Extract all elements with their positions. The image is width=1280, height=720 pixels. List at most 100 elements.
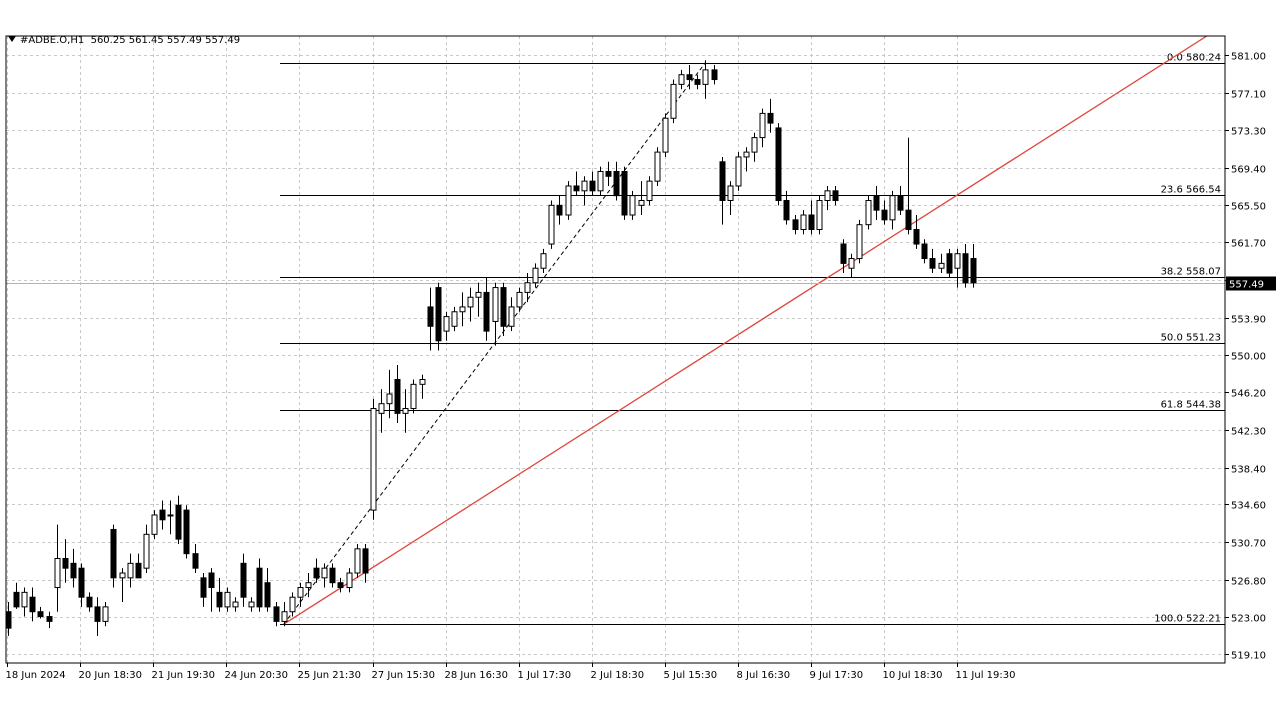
candle [929,248,936,274]
candle [694,74,701,90]
candle [670,79,677,124]
candle [354,543,361,578]
candle [102,602,109,627]
candle [151,510,158,540]
price-axis[interactable]: 581.00 577.10 573.30 569.40 565.50 561.70 557.… [1225,52,1276,662]
candle [840,239,847,274]
candle [727,181,734,216]
x-tick-label: 27 Jun 15:30 [372,670,436,681]
y-tick-label: 523.00 [1231,614,1266,625]
candle [970,244,977,288]
fib-level-label: 23.6 566.54 [1161,185,1221,196]
current-price-tag [1226,276,1276,291]
y-tick-label: 565.50 [1231,202,1266,213]
candle [86,592,93,612]
candle [532,263,539,288]
x-tick-label: 24 Jun 20:30 [225,670,289,681]
candle [848,253,855,278]
candle [200,573,207,607]
y-tick-label: 581.00 [1231,52,1266,63]
x-tick-label: 11 Jul 19:30 [956,670,1016,681]
candle [938,253,945,274]
y-tick-label: 519.10 [1231,651,1266,662]
candle [508,297,515,332]
y-tick-label: 538.40 [1231,465,1266,476]
candle [873,185,880,220]
candle [240,553,247,607]
candle [378,389,385,433]
x-tick-label: 20 Jun 18:30 [79,670,143,681]
candle [500,282,507,336]
candle [548,200,555,249]
candle [597,166,604,196]
candle [135,553,142,579]
candle [70,548,77,588]
candle [273,602,280,627]
y-tick-label: 530.70 [1231,539,1266,550]
candle [289,592,296,617]
candle [313,558,320,583]
ohlc-values: 560.25 561.45 557.49 557.49 [90,35,241,46]
candle [565,181,572,220]
chart-header: #ADBE.O,H1 560.25 561.45 557.49 557.49 [8,35,240,46]
symbol-label: #ADBE.O,H1 [20,35,85,46]
candle [183,505,190,559]
candle [451,306,458,332]
candle [832,185,839,206]
drawn-lines[interactable] [6,36,1225,625]
candle [208,568,215,612]
candle [62,539,69,583]
candle [865,195,872,230]
fib-level-label: 38.2 558.07 [1161,267,1221,278]
candle [492,282,499,346]
candle [394,364,401,424]
candle [232,597,239,612]
candle [808,200,815,235]
candle [629,190,636,220]
candle [216,577,223,612]
y-tick-label: 577.10 [1231,90,1266,101]
candle [816,195,823,235]
candle [467,287,474,322]
candle [743,147,750,172]
candle [175,495,182,544]
candle [824,185,831,211]
x-tick-label: 21 Jun 19:30 [152,670,216,681]
candle [110,524,117,588]
y-tick-label: 553.90 [1231,315,1266,326]
candle [46,611,53,629]
x-tick-label: 25 Jun 21:30 [298,670,362,681]
x-tick-label: 18 Jun 2024 [6,670,66,681]
candle [792,215,799,235]
fib-level-label: 50.0 551.23 [1161,333,1221,344]
candle [483,277,490,341]
candle [119,568,126,603]
x-tick-label: 9 Jul 17:30 [810,670,864,681]
grid [6,36,1225,663]
fibonacci-retracement[interactable]: 0.0 580.24 23.6 566.54 38.2 558.07 50.0 551… [280,53,1225,625]
candle [946,248,953,278]
candle [621,166,628,220]
candle [962,244,969,288]
plot-frame [5,35,1226,664]
trendline[interactable] [283,36,1208,625]
candle [13,582,20,609]
candle [127,553,134,588]
candle [435,282,442,351]
candle [905,137,912,235]
fib-anchor-line[interactable] [283,62,706,625]
fib-level-label: 0.0 580.24 [1167,53,1221,64]
candle [524,273,531,303]
candle [702,60,709,99]
candle [897,185,904,216]
candle [192,543,199,574]
candle [759,108,766,148]
x-tick-label: 2 Jul 18:30 [591,670,645,681]
candle [410,379,417,414]
time-axis[interactable]: 18 Jun 2024 20 Jun 18:30 21 Jun 19:30 24 Ju… [6,663,1016,681]
candle [305,573,312,598]
candle [402,389,409,433]
dropdown-triangle-icon[interactable] [8,36,16,42]
